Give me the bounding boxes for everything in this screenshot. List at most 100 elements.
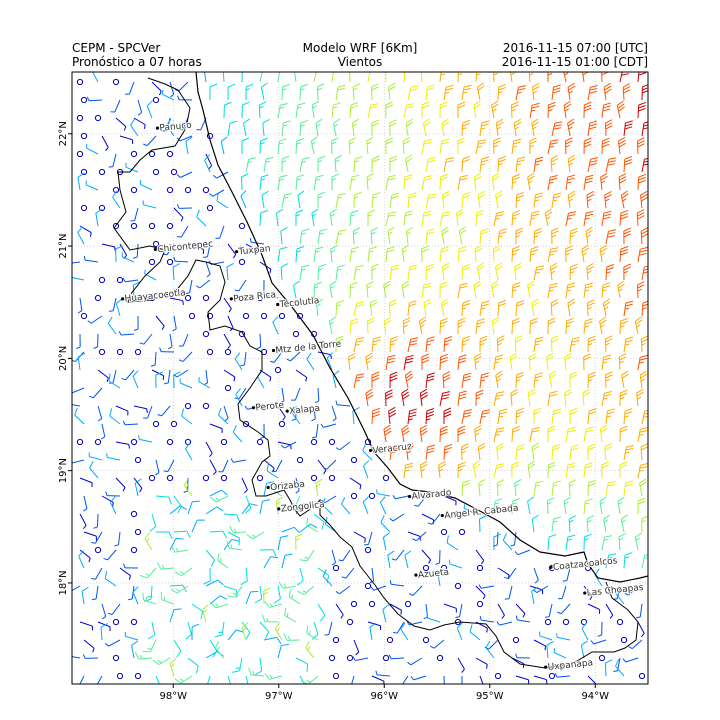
barb-staff xyxy=(605,266,608,281)
barb-half xyxy=(498,163,503,166)
barb-staff xyxy=(551,519,555,533)
wind-barb xyxy=(362,443,373,461)
barb-staff xyxy=(439,213,444,227)
barb-full xyxy=(306,625,309,634)
barb-staff xyxy=(371,339,374,353)
wind-barb xyxy=(531,586,539,605)
barb-staff xyxy=(205,261,211,275)
barb-staff xyxy=(528,72,531,83)
barb-full xyxy=(246,534,254,540)
barb-staff xyxy=(442,374,445,389)
barb-half xyxy=(480,379,486,382)
barb-full xyxy=(260,209,268,214)
wind-barb xyxy=(605,480,616,497)
calm-circle xyxy=(328,474,336,482)
calm-circle xyxy=(112,78,120,86)
barb-staff xyxy=(366,320,369,335)
barb-full xyxy=(462,479,470,484)
barb-full xyxy=(602,108,611,112)
barb-staff xyxy=(349,212,352,227)
wind-barb xyxy=(245,675,250,684)
barb-full xyxy=(406,121,414,127)
barb-staff xyxy=(272,321,279,335)
wind-barb xyxy=(174,567,193,577)
barb-staff xyxy=(569,230,572,245)
barb-full xyxy=(499,228,507,232)
barb-staff xyxy=(101,243,115,248)
barb-staff xyxy=(313,72,318,83)
barb-full xyxy=(599,319,607,325)
barb-full xyxy=(463,411,472,415)
wind-barb xyxy=(364,531,373,546)
barb-staff xyxy=(232,432,243,443)
wind-barb xyxy=(496,442,504,461)
barb-full xyxy=(569,374,578,379)
barb-staff xyxy=(174,260,189,263)
barb-half xyxy=(494,361,500,364)
barb-half xyxy=(147,595,152,598)
barb-full xyxy=(426,231,435,235)
barb-staff xyxy=(265,294,279,299)
barb-full xyxy=(530,320,538,325)
wind-barb xyxy=(389,371,398,389)
wind-barb xyxy=(590,639,607,645)
coastline xyxy=(113,72,648,669)
barb-staff xyxy=(395,495,409,500)
wind-barb xyxy=(306,517,319,533)
barb-staff xyxy=(151,369,164,377)
wind-barb xyxy=(443,495,457,506)
barb-full xyxy=(282,83,290,88)
barb-full xyxy=(280,103,288,106)
wind-barb xyxy=(121,252,135,263)
barb-full xyxy=(365,388,373,394)
wind-barb xyxy=(288,589,301,605)
wind-barb xyxy=(407,300,417,317)
wind-barb xyxy=(623,263,632,281)
calm-circle xyxy=(166,150,174,158)
barb-full xyxy=(240,190,247,197)
barb-staff xyxy=(131,645,135,659)
barb-full xyxy=(371,374,380,379)
wind-barb xyxy=(551,516,561,533)
barb-half xyxy=(475,432,480,436)
barb-half xyxy=(215,497,220,501)
barb-full xyxy=(264,672,270,680)
barb-staff xyxy=(115,405,129,412)
wind-barb xyxy=(403,72,412,83)
barb-staff xyxy=(323,423,337,428)
wind-barb xyxy=(634,316,643,335)
barb-full xyxy=(272,549,277,557)
barb-full xyxy=(496,121,504,127)
barb-half xyxy=(530,217,536,220)
barb-full xyxy=(406,103,414,106)
barb-half xyxy=(640,378,645,382)
calm-circle xyxy=(580,618,588,626)
barb-full xyxy=(571,444,579,448)
barb-full xyxy=(603,301,611,307)
wind-barb xyxy=(493,72,501,83)
barb-full xyxy=(371,83,379,88)
barb-full xyxy=(427,196,436,199)
barb-staff xyxy=(348,140,351,155)
barb-half xyxy=(510,72,515,76)
wind-barb xyxy=(169,537,184,551)
barb-full xyxy=(149,526,157,532)
barb-half xyxy=(364,538,366,543)
barb-full xyxy=(642,89,648,94)
barb-half xyxy=(534,343,540,346)
barb-full xyxy=(527,283,535,289)
barb-half xyxy=(534,235,539,238)
barb-staff xyxy=(641,302,644,317)
barb-half xyxy=(602,289,607,292)
barb-full xyxy=(462,119,471,124)
calm-circle xyxy=(130,150,138,158)
barb-full xyxy=(388,174,396,178)
wind-barb xyxy=(209,83,218,101)
barb-full xyxy=(132,586,139,593)
barb-staff xyxy=(209,530,224,533)
barb-full xyxy=(224,101,232,106)
barb-full xyxy=(386,66,393,69)
barb-staff xyxy=(443,495,457,502)
barb-half xyxy=(587,306,592,310)
wind-barb xyxy=(547,174,558,191)
